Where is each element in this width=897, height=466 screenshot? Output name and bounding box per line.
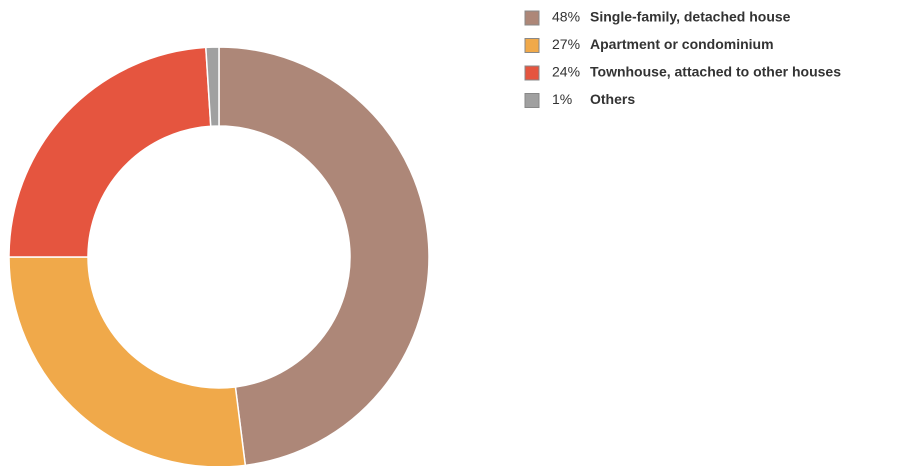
legend-label: Single-family, detached house <box>590 9 791 25</box>
legend-label: Apartment or condominium <box>590 36 774 52</box>
legend-swatch <box>524 93 540 108</box>
legend-label: Others <box>590 91 635 107</box>
slice <box>8 46 212 258</box>
slice <box>218 46 430 466</box>
slice <box>8 256 247 466</box>
legend-swatch <box>524 38 540 53</box>
legend-swatch <box>524 10 540 26</box>
legend-value: 48% <box>552 9 580 25</box>
slice <box>205 46 220 128</box>
legend-value: 1% <box>552 91 572 107</box>
legend-label: Townhouse, attached to other houses <box>590 64 841 80</box>
legend-value: 24% <box>552 64 580 80</box>
legend-value: 27% <box>552 36 580 52</box>
legend-swatch <box>524 65 540 81</box>
